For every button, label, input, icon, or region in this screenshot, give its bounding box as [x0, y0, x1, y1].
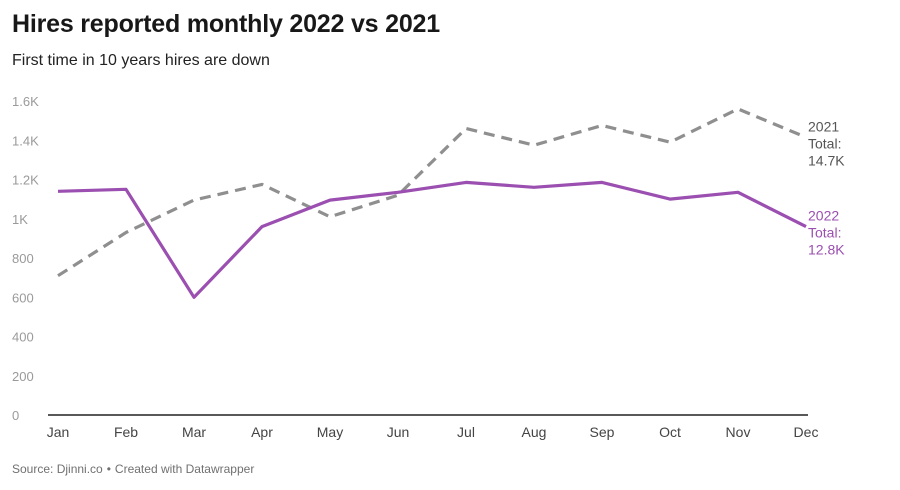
- y-tick-label: 0: [12, 408, 19, 423]
- x-tick-label: Jul: [457, 424, 475, 440]
- chart-subtitle: First time in 10 years hires are down: [12, 52, 270, 69]
- source-text: Source: Djinni.co: [12, 462, 103, 476]
- series-end-label: 2022: [808, 208, 839, 224]
- y-tick-label: 400: [12, 330, 34, 345]
- credit-text: Created with Datawrapper: [114, 462, 255, 476]
- y-tick-label: 600: [12, 290, 34, 305]
- x-tick-label: Aug: [522, 424, 547, 440]
- series-end-label: Total:: [808, 135, 841, 151]
- y-tick-label: 200: [12, 369, 34, 384]
- y-tick-label: 1K: [12, 212, 28, 227]
- y-tick-label: 1.4K: [12, 133, 39, 148]
- chart-title: Hires reported monthly 2022 vs 2021: [12, 10, 440, 38]
- footer-separator: •: [106, 462, 111, 476]
- y-tick-label: 1.2K: [12, 173, 39, 188]
- x-tick-label: May: [317, 424, 343, 440]
- series-line-2021: [57, 107, 807, 278]
- series-end-label: 12.8K: [808, 242, 845, 258]
- x-tick-label: Dec: [794, 424, 819, 440]
- x-tick-label: Sep: [590, 424, 615, 440]
- series-end-label: 2021: [808, 118, 839, 134]
- y-tick-label: 800: [12, 251, 34, 266]
- x-tick-label: Apr: [251, 424, 273, 440]
- x-tick-label: Oct: [659, 424, 681, 440]
- x-tick-label: Feb: [114, 424, 138, 440]
- x-tick-label: Mar: [182, 424, 206, 440]
- series-end-label: 14.7K: [808, 152, 845, 168]
- chart-footer: Source: Djinni.co • Created with Datawrapp…: [12, 462, 254, 476]
- series-line-2022: [57, 180, 807, 299]
- x-tick-label: Nov: [726, 424, 751, 440]
- series-end-label: Total:: [808, 225, 841, 241]
- x-tick-label: Jun: [387, 424, 410, 440]
- y-tick-label: 1.6K: [12, 94, 39, 109]
- x-tick-label: Jan: [47, 424, 70, 440]
